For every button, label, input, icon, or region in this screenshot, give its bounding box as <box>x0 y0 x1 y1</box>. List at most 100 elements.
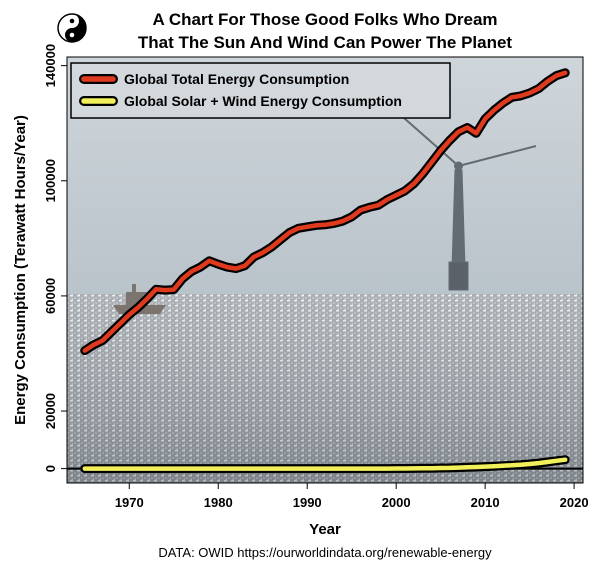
data-point <box>137 306 139 309</box>
data-point <box>288 231 291 234</box>
y-tick-label: 60000 <box>43 278 58 314</box>
data-point <box>422 467 424 470</box>
data-point <box>431 161 433 163</box>
y-tick-label: 20000 <box>43 393 58 429</box>
data-point <box>466 126 469 129</box>
data-point <box>413 182 415 185</box>
data-point <box>208 260 211 262</box>
data-point <box>270 467 273 470</box>
x-axis: 1970 1980 1990 2000 2010 2020 <box>67 482 589 510</box>
y-axis: 0 20000 60000 100000 140000 <box>43 44 68 483</box>
wind-turbine <box>403 117 537 291</box>
data-point <box>288 467 291 470</box>
data-point <box>493 109 495 112</box>
data-point <box>404 190 406 192</box>
legend-item-solar-wind: Global Solar + Wind Energy Consumption <box>79 93 402 109</box>
data-point <box>350 216 353 218</box>
data-point <box>190 270 193 273</box>
x-tick-label: 2020 <box>560 495 589 510</box>
data-point <box>315 467 317 470</box>
data-point <box>279 239 282 241</box>
data-point <box>528 92 531 94</box>
data-point <box>137 467 139 470</box>
yin-yang-icon <box>57 13 87 43</box>
data-point <box>413 467 415 470</box>
data-point <box>208 467 211 470</box>
data-point <box>173 467 175 470</box>
data-point <box>226 266 228 268</box>
x-tick-label: 1970 <box>115 495 144 510</box>
data-point <box>297 227 300 230</box>
data-point <box>359 467 362 470</box>
data-point <box>546 80 549 83</box>
data-point <box>502 464 504 467</box>
sea-shade <box>67 294 583 483</box>
data-point <box>199 266 202 268</box>
chart-subtitle: That The Sun And Wind Can Power The Plan… <box>138 33 513 52</box>
data-point <box>253 256 255 258</box>
data-point <box>519 95 522 97</box>
data-point <box>181 467 184 470</box>
data-point <box>404 467 406 470</box>
data-point <box>226 467 228 470</box>
x-tick-label: 2010 <box>471 495 500 510</box>
data-point <box>457 466 460 469</box>
source-note: DATA: OWID https://ourworldindata.org/re… <box>158 545 492 560</box>
data-point <box>439 149 442 152</box>
data-point <box>173 288 175 291</box>
data-point <box>84 467 86 470</box>
data-point <box>92 467 95 470</box>
data-point <box>350 467 353 470</box>
data-point <box>395 194 398 196</box>
series-solar-wind <box>80 455 570 474</box>
data-point <box>261 251 264 254</box>
legend-label-total: Global Total Energy Consumption <box>124 71 349 87</box>
y-tick-label: 100000 <box>43 159 58 202</box>
data-point <box>270 246 273 248</box>
data-point <box>511 96 513 99</box>
y-tick-label: 0 <box>43 465 58 472</box>
data-point <box>448 467 451 469</box>
data-point <box>475 466 478 468</box>
data-point <box>564 458 566 461</box>
series-layer <box>80 68 570 474</box>
data-point <box>164 467 166 470</box>
data-point <box>528 463 531 465</box>
data-point <box>128 467 131 470</box>
y-axis-label: Energy Consumption (Terawatt Hours/Year) <box>12 115 29 425</box>
data-point <box>484 118 486 120</box>
data-point <box>546 461 549 463</box>
background-photo <box>67 57 583 483</box>
data-point <box>181 277 184 280</box>
data-point <box>297 467 300 470</box>
data-point <box>128 313 131 316</box>
data-point <box>439 467 442 469</box>
data-point <box>92 344 95 346</box>
data-point <box>84 349 86 352</box>
data-point <box>261 467 264 470</box>
data-point <box>119 322 122 325</box>
data-point <box>253 467 255 470</box>
data-point <box>324 467 326 470</box>
data-point <box>244 467 246 470</box>
data-point <box>110 467 113 470</box>
data-point <box>475 132 478 135</box>
data-point <box>386 198 389 201</box>
data-point <box>199 467 202 470</box>
data-point <box>306 467 309 470</box>
data-point <box>306 226 309 228</box>
data-point <box>537 87 540 90</box>
x-tick-label: 2000 <box>382 495 411 510</box>
data-point <box>342 467 344 470</box>
data-point <box>368 206 371 209</box>
data-point <box>279 467 282 470</box>
data-point <box>244 264 246 267</box>
data-point <box>502 102 504 104</box>
series-total <box>80 68 570 356</box>
data-point <box>359 209 362 211</box>
data-point <box>101 467 104 470</box>
data-point <box>386 467 389 470</box>
data-point <box>493 465 495 468</box>
legend: Global Total Energy Consumption Global S… <box>70 62 451 119</box>
data-point <box>101 339 104 342</box>
